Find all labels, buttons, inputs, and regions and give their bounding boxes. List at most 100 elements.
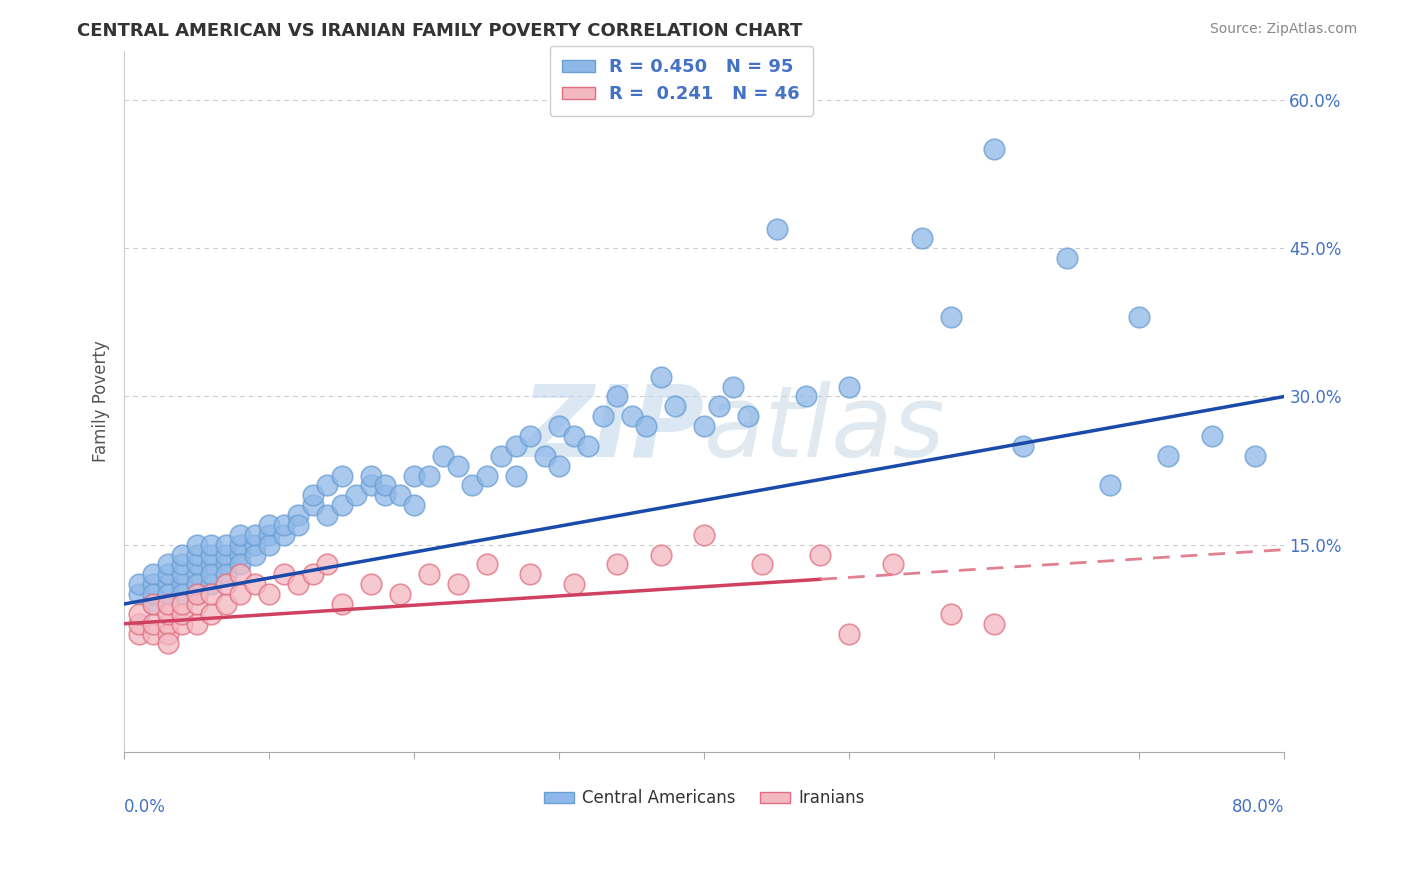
Point (388, 488, 411, 502)
Point (330, 498, 353, 512)
Point (838, 379, 860, 393)
Point (172, 577, 194, 591)
Point (374, 488, 396, 502)
Point (505, 439, 527, 453)
Point (707, 400, 730, 414)
Point (1012, 439, 1035, 453)
Point (794, 389, 817, 403)
Text: CENTRAL AMERICAN VS IRANIAN FAMILY POVERTY CORRELATION CHART: CENTRAL AMERICAN VS IRANIAN FAMILY POVER… (77, 22, 803, 40)
Point (576, 439, 599, 453)
Point (142, 616, 165, 631)
Point (693, 419, 716, 434)
Point (186, 577, 208, 591)
Point (723, 379, 745, 393)
Point (200, 607, 222, 621)
Point (215, 548, 238, 562)
Point (200, 577, 222, 591)
Point (475, 468, 498, 483)
Point (273, 517, 295, 532)
Point (257, 528, 280, 542)
Point (200, 538, 222, 552)
Text: 0.0%: 0.0% (124, 797, 166, 816)
Point (142, 626, 165, 640)
Point (200, 548, 222, 562)
Point (142, 567, 165, 582)
Point (882, 558, 904, 572)
Text: atlas: atlas (704, 381, 946, 478)
Point (316, 478, 339, 492)
Point (636, 419, 658, 434)
Point (156, 607, 179, 621)
Point (330, 468, 353, 483)
Point (172, 548, 194, 562)
Point (229, 528, 252, 542)
Point (650, 369, 672, 384)
Point (156, 587, 179, 601)
Point (432, 449, 454, 463)
Point (360, 478, 382, 492)
Point (301, 488, 323, 502)
Point (562, 429, 585, 443)
Point (548, 419, 571, 434)
Point (186, 538, 208, 552)
Point (316, 508, 339, 522)
Point (156, 558, 179, 572)
Point (737, 409, 759, 424)
Point (287, 517, 309, 532)
Point (229, 538, 252, 552)
Point (186, 587, 208, 601)
Point (388, 587, 411, 601)
Point (215, 567, 238, 582)
Text: 80.0%: 80.0% (1232, 797, 1285, 816)
Point (404, 468, 426, 483)
Point (186, 616, 208, 631)
Point (983, 143, 1005, 157)
Point (186, 587, 208, 601)
Point (620, 409, 643, 424)
Point (1201, 429, 1223, 443)
Point (156, 626, 179, 640)
Point (808, 548, 831, 562)
Point (360, 468, 382, 483)
Point (257, 587, 280, 601)
Point (257, 517, 280, 532)
Point (142, 577, 165, 591)
Point (229, 587, 252, 601)
Point (983, 616, 1005, 631)
Point (172, 587, 194, 601)
Point (172, 597, 194, 611)
Point (939, 310, 962, 325)
Point (273, 567, 295, 582)
Point (156, 597, 179, 611)
Point (186, 567, 208, 582)
Point (172, 558, 194, 572)
Point (172, 607, 194, 621)
Point (418, 468, 440, 483)
Point (461, 478, 484, 492)
Point (751, 558, 773, 572)
Point (519, 567, 541, 582)
Point (766, 221, 789, 235)
Point (344, 488, 367, 502)
Point (200, 558, 222, 572)
Point (142, 587, 165, 601)
Point (519, 429, 541, 443)
Point (243, 577, 266, 591)
Point (606, 558, 628, 572)
Point (360, 577, 382, 591)
Point (172, 567, 194, 582)
Point (229, 558, 252, 572)
Point (693, 528, 716, 542)
Point (128, 587, 150, 601)
Point (548, 458, 571, 473)
Point (838, 626, 860, 640)
Text: Source: ZipAtlas.com: Source: ZipAtlas.com (1209, 22, 1357, 37)
Point (215, 558, 238, 572)
Point (447, 577, 470, 591)
Point (374, 478, 396, 492)
Point (156, 577, 179, 591)
Point (911, 231, 934, 245)
Point (1099, 478, 1122, 492)
Point (156, 636, 179, 650)
Point (1244, 449, 1267, 463)
